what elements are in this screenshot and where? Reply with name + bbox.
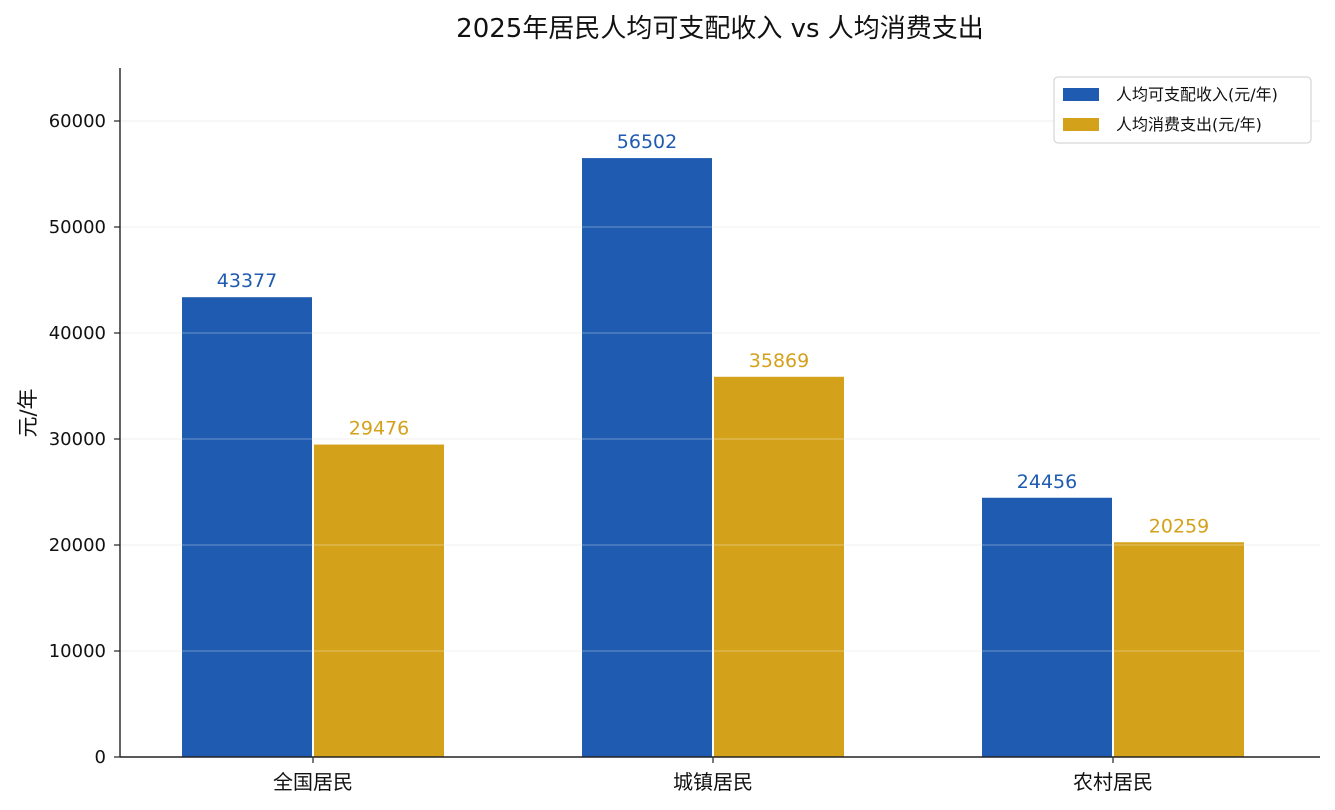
legend: 人均可支配收入(元/年) 人均消费支出(元/年) bbox=[1053, 76, 1312, 144]
legend-label: 人均消费支出(元/年) bbox=[1116, 115, 1262, 134]
y-tick-label: 30000 bbox=[49, 429, 106, 450]
bar-value-label: 35869 bbox=[749, 350, 809, 372]
data-labels: 43377 29476 56502 35869 24456 20259 bbox=[217, 131, 1209, 537]
x-tick-label: 全国居民 bbox=[273, 770, 353, 794]
bar-value-label: 29476 bbox=[349, 418, 409, 440]
bar-value-label: 20259 bbox=[1149, 515, 1209, 537]
bar bbox=[582, 158, 712, 757]
y-tick-label: 0 bbox=[95, 747, 106, 768]
bar bbox=[182, 297, 312, 757]
y-tick-label: 40000 bbox=[49, 323, 106, 344]
legend-box bbox=[1053, 76, 1312, 144]
bar bbox=[982, 497, 1112, 757]
chart-title: 2025年居民人均可支配收入 vs 人均消费支出 bbox=[456, 14, 984, 44]
legend-swatch bbox=[1063, 88, 1099, 101]
bar-value-label: 43377 bbox=[217, 270, 277, 292]
y-tick-label: 60000 bbox=[49, 111, 106, 132]
bar bbox=[714, 376, 844, 757]
legend-swatch bbox=[1063, 118, 1099, 131]
y-axis-label: 元/年 bbox=[16, 388, 40, 437]
y-axis-ticks: 0 10000 20000 30000 40000 50000 60000 bbox=[49, 111, 120, 768]
bars bbox=[120, 120, 1320, 757]
bar-value-label: 56502 bbox=[617, 131, 677, 153]
x-tick-label: 农村居民 bbox=[1073, 770, 1153, 794]
bar-value-label: 24456 bbox=[1017, 471, 1077, 493]
x-tick-label: 城镇居民 bbox=[673, 770, 753, 794]
y-tick-label: 50000 bbox=[49, 217, 106, 238]
bar bbox=[314, 444, 444, 757]
legend-label: 人均可支配收入(元/年) bbox=[1116, 85, 1278, 104]
axes bbox=[119, 68, 1320, 758]
y-tick-label: 10000 bbox=[49, 641, 106, 662]
bar bbox=[1114, 542, 1244, 757]
x-axis-ticks: 全国居民 城镇居民 农村居民 bbox=[273, 757, 1153, 794]
y-tick-label: 20000 bbox=[49, 535, 106, 556]
